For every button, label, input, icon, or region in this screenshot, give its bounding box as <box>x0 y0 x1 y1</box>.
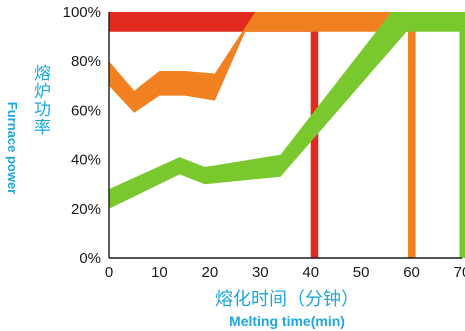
series-orange-band <box>109 12 416 113</box>
x-axis-title-en: Melting time(min) <box>229 313 345 329</box>
series-orange-end-bar <box>408 12 416 258</box>
x-tick-label: 70 <box>454 264 465 281</box>
series-green-end-bar <box>459 12 465 258</box>
y-tick-label: 0% <box>79 250 101 267</box>
series-green-band <box>109 12 462 209</box>
x-tick-label: 30 <box>252 264 269 281</box>
y-axis-title-cn: 熔炉功率 <box>30 64 51 136</box>
x-tick-label: 60 <box>403 264 420 281</box>
y-tick-label: 100% <box>63 4 101 21</box>
x-tick-label: 20 <box>202 264 219 281</box>
tick-layer: 0 10 20 30 40 50 60 70 0% 20% 40% 60% 80% 100% <box>63 4 465 281</box>
series-layer <box>109 12 465 258</box>
series-orange <box>109 12 416 258</box>
x-tick-label: 40 <box>302 264 319 281</box>
series-red <box>109 12 319 258</box>
x-tick-label: 50 <box>353 264 370 281</box>
y-axis-title-en: Furnace power <box>5 102 20 194</box>
y-tick-label: 60% <box>71 102 101 119</box>
y-tick-label: 80% <box>71 53 101 70</box>
axes-layer <box>108 12 462 259</box>
x-axis-title-cn: 熔化时间（分钟） <box>215 289 359 310</box>
series-green <box>109 12 465 258</box>
x-tick-label: 0 <box>105 264 113 281</box>
y-tick-label: 20% <box>71 201 101 218</box>
y-tick-label: 40% <box>71 152 101 169</box>
x-tick-label: 10 <box>151 264 168 281</box>
